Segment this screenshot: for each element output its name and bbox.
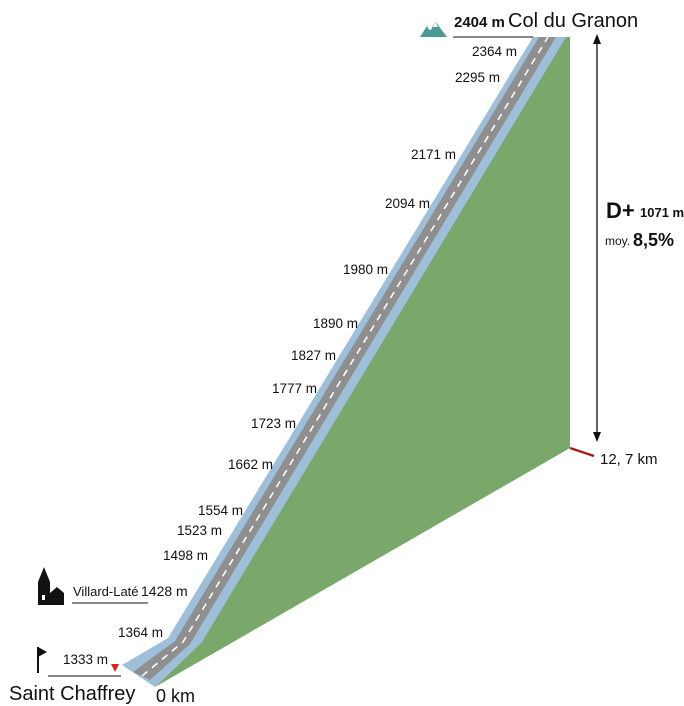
end-distance: 12, 7 km: [600, 451, 658, 468]
road-asphalt: [133, 37, 556, 680]
start-altitude: 1333 m: [63, 652, 108, 667]
altitude-label: 2094 m: [385, 196, 430, 211]
altitude-label: 1980 m: [343, 262, 388, 277]
village-altitude: 1428 m: [141, 583, 188, 599]
average-gradient-label: moy.: [605, 234, 630, 248]
start-name: Saint Chaffrey: [9, 683, 135, 705]
altitude-label: 1723 m: [251, 416, 296, 431]
summit-altitude: 2404 m: [454, 14, 505, 31]
end-distance-tick: [569, 446, 595, 458]
altitude-label: 1554 m: [198, 503, 243, 518]
elevation-gain-prefix: D+: [606, 198, 635, 223]
mountain-icon: [420, 21, 447, 37]
altitude-label: 1890 m: [313, 316, 358, 331]
church-icon: [38, 567, 64, 605]
altitude-label: 1498 m: [163, 548, 208, 563]
triangle-marker-icon: [111, 664, 119, 672]
flag-icon: [37, 647, 47, 673]
altitude-label: 2295 m: [455, 70, 500, 85]
altitude-label: 1662 m: [228, 457, 273, 472]
summit-name: Col du Granon: [508, 10, 638, 32]
altitude-label: 2171 m: [411, 147, 456, 162]
altitude-labels: 2364 m 2295 m 2171 m 2094 m 1980 m 1890 …: [118, 44, 517, 640]
altitude-label: 1827 m: [291, 348, 336, 363]
elevation-gain-value: 1071 m: [640, 205, 684, 220]
elevation-arrow: [593, 34, 601, 442]
altitude-label: 1523 m: [177, 523, 222, 538]
altitude-label: 2364 m: [472, 44, 517, 59]
altitude-label: 1364 m: [118, 625, 163, 640]
average-gradient-value: 8,5%: [633, 230, 674, 250]
altitude-label: 1777 m: [272, 381, 317, 396]
road-center-line: [141, 36, 549, 677]
start-distance: 0 km: [156, 686, 195, 706]
village-name: Villard-Laté: [73, 584, 139, 599]
